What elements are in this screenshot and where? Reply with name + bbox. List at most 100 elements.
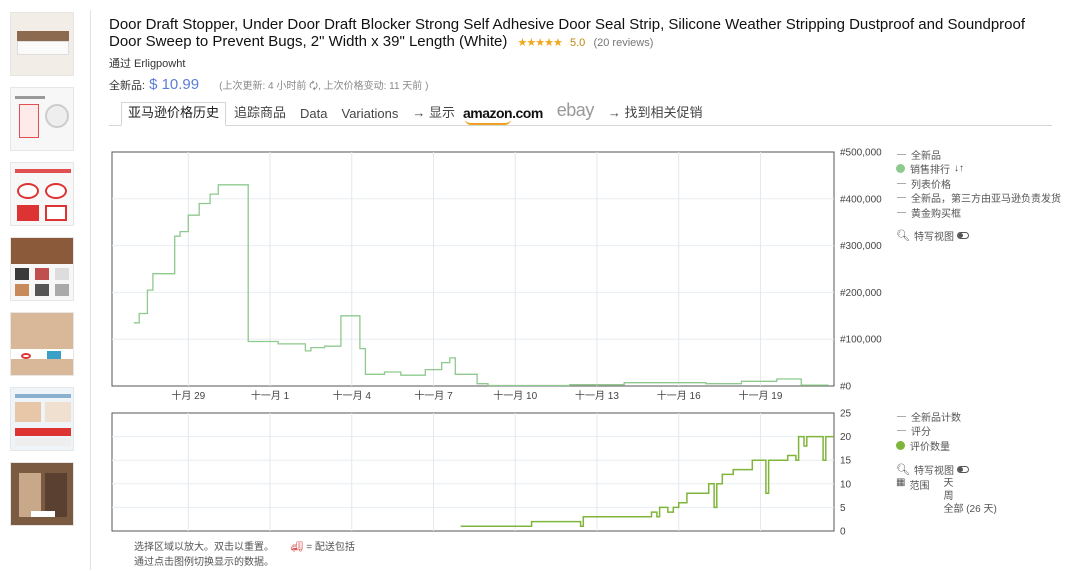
y-tick-label: #500,000	[840, 148, 882, 159]
update-info: (上次更新: 4 小时前 🗘, 上次价格变动: 11 天前 )	[219, 81, 429, 92]
product-thumbnail-6[interactable]	[10, 387, 74, 451]
ebay-logo-icon: ebay	[556, 100, 595, 120]
y-tick-label: 20	[840, 432, 852, 443]
legend-top: 全新品 销售排行 ↓↑ 列表价格 全新品，第三方由亚马逊负责发货 黄金购买框 🔍︎…	[896, 147, 1061, 243]
legend-item-buybox[interactable]: 黄金购买框	[896, 205, 1061, 220]
price-line: 全新品: $ 10.99 (上次更新: 4 小时前 🗘, 上次价格变动: 11 …	[109, 76, 428, 96]
tab-variations[interactable]: Variations	[341, 106, 399, 121]
legend-hint: 通过点击图例切换显示的数据。	[134, 557, 274, 568]
range-selector: ▦ 范围 天 周 全部 (26 天)	[896, 477, 997, 516]
amazon-logo-text: amazon.com	[462, 105, 543, 121]
legend-dash-icon	[897, 153, 906, 155]
product-thumbnail-1[interactable]	[10, 12, 74, 76]
magnifier-icon: 🔍︎	[896, 230, 910, 243]
review-count-link[interactable]: (20 reviews)	[593, 37, 654, 49]
range-option-all[interactable]: 全部 (26 天)	[943, 504, 997, 515]
legend-item-rating[interactable]: 评分	[896, 424, 997, 439]
toggle-icon[interactable]	[956, 466, 969, 474]
legend-label: 销售排行	[910, 165, 950, 177]
x-tick-label: 十一月 13	[575, 389, 619, 402]
rating-stars-icon: ★★★★★	[517, 37, 563, 49]
legend-label: 全新品，第三方由亚马逊负责发货	[911, 194, 1061, 206]
legend-item-sales-rank[interactable]: 销售排行 ↓↑	[896, 162, 1061, 177]
review-count-chart[interactable]: 25 20 15 10 5 0	[111, 409, 852, 538]
tab-data[interactable]: Data	[300, 106, 328, 121]
legend-item-review-count[interactable]: 评价数量	[896, 438, 997, 453]
y-tick-label: #200,000	[840, 288, 882, 299]
close-up-view-toggle-bottom[interactable]: 🔍︎ 特写视图	[896, 463, 997, 478]
x-tick-label: 十一月 1	[251, 389, 290, 402]
price-label: 全新品:	[109, 80, 146, 92]
legend-dot-icon	[896, 440, 905, 450]
close-up-view-label: 特写视图	[913, 232, 954, 244]
y-tick-label: 15	[840, 456, 852, 467]
legend-dash-icon	[897, 211, 906, 213]
y-tick-label: #400,000	[840, 194, 882, 205]
range-option-day[interactable]: 天	[943, 478, 954, 489]
x-tick-label: 十一月 16	[657, 389, 701, 402]
product-title-text: Door Draft Stopper, Under Door Draft Blo…	[109, 16, 1026, 50]
legend-dash-icon	[897, 430, 906, 432]
toggle-icon[interactable]	[956, 232, 969, 240]
legend-label: 全新品计数	[911, 412, 961, 424]
calendar-icon: ▦	[896, 477, 906, 488]
close-up-view-label: 特写视图	[913, 466, 954, 478]
legend-bottom: 全新品计数 评分 评价数量 🔍︎ 特写视图 ▦ 范围 天 周 全部 (26 天)	[896, 409, 997, 516]
ebay-link[interactable]: ebay	[551, 100, 600, 125]
y-tick-label: #100,000	[840, 335, 882, 346]
y-tick-label: #0	[840, 382, 852, 393]
sales-rank-line	[133, 184, 829, 387]
current-price: $ 10.99	[149, 76, 200, 93]
legend-dash-icon	[897, 415, 906, 417]
y-tick-label: 0	[840, 527, 846, 538]
x-tick-label: 十月 29	[171, 389, 205, 402]
tab-price-history[interactable]: 亚马逊价格历史	[121, 102, 227, 126]
product-thumbnail-5[interactable]	[10, 312, 74, 376]
amazon-logo-icon: amazon.com	[462, 105, 543, 125]
x-tick-label: 十一月 10	[493, 389, 537, 402]
sales-rank-chart[interactable]: #500,000 #400,000 #300,000 #200,000 #100,000…	[111, 148, 882, 403]
legend-item-new[interactable]: 全新品	[896, 147, 1061, 162]
sort-icon[interactable]: ↓↑	[954, 163, 964, 175]
x-tick-label: 十一月 4	[333, 389, 372, 402]
delivery-note: = 配送包括	[306, 542, 355, 553]
product-title: Door Draft Stopper, Under Door Draft Blo…	[109, 16, 1059, 52]
plot-area	[111, 412, 835, 532]
legend-label: 全新品	[911, 150, 941, 162]
thumbnail-strip	[10, 12, 76, 537]
range-label: 范围	[909, 481, 930, 492]
amazon-link[interactable]: amazon.com	[463, 102, 549, 125]
legend-dash-icon	[897, 197, 906, 199]
y-tick-label: 25	[840, 409, 852, 420]
zoom-hint: 选择区域以放大。双击以重置。	[134, 542, 274, 553]
legend-item-list-price[interactable]: 列表价格	[896, 176, 1061, 191]
show-label: → 显示	[412, 105, 455, 120]
y-tick-label: 5	[840, 503, 846, 514]
truck-icon: 🚚︎	[290, 542, 304, 553]
product-thumbnail-7[interactable]	[10, 462, 74, 526]
legend-label: 列表价格	[911, 179, 951, 191]
find-deals-link[interactable]: → 找到相关促销	[607, 105, 703, 120]
legend-label: 评价数量	[910, 441, 950, 453]
legend-item-new-count[interactable]: 全新品计数	[896, 409, 997, 424]
rating-value: 5.0	[570, 37, 586, 49]
magnifier-icon: 🔍︎	[896, 464, 910, 477]
review-count-line	[460, 435, 834, 528]
range-option-week[interactable]: 周	[943, 491, 954, 502]
seller-name[interactable]: 通过 Erligpowht	[109, 58, 186, 70]
x-tick-label: 十一月 7	[414, 389, 453, 402]
product-thumbnail-4[interactable]	[10, 237, 74, 301]
product-thumbnail-2[interactable]	[10, 87, 74, 151]
product-thumbnail-3[interactable]	[10, 162, 74, 226]
tab-track-product[interactable]: 追踪商品	[234, 105, 287, 120]
close-up-view-toggle-top[interactable]: 🔍︎ 特写视图	[896, 229, 1061, 244]
x-tick-label: 十一月 19	[738, 389, 782, 402]
legend-label: 黄金购买框	[911, 208, 961, 220]
legend-label: 评分	[911, 427, 931, 439]
legend-dash-icon	[897, 182, 906, 184]
y-tick-label: #300,000	[840, 241, 882, 252]
y-tick-label: 10	[840, 479, 852, 490]
legend-item-fba[interactable]: 全新品，第三方由亚马逊负责发货	[896, 191, 1061, 206]
plot-area	[111, 151, 835, 387]
